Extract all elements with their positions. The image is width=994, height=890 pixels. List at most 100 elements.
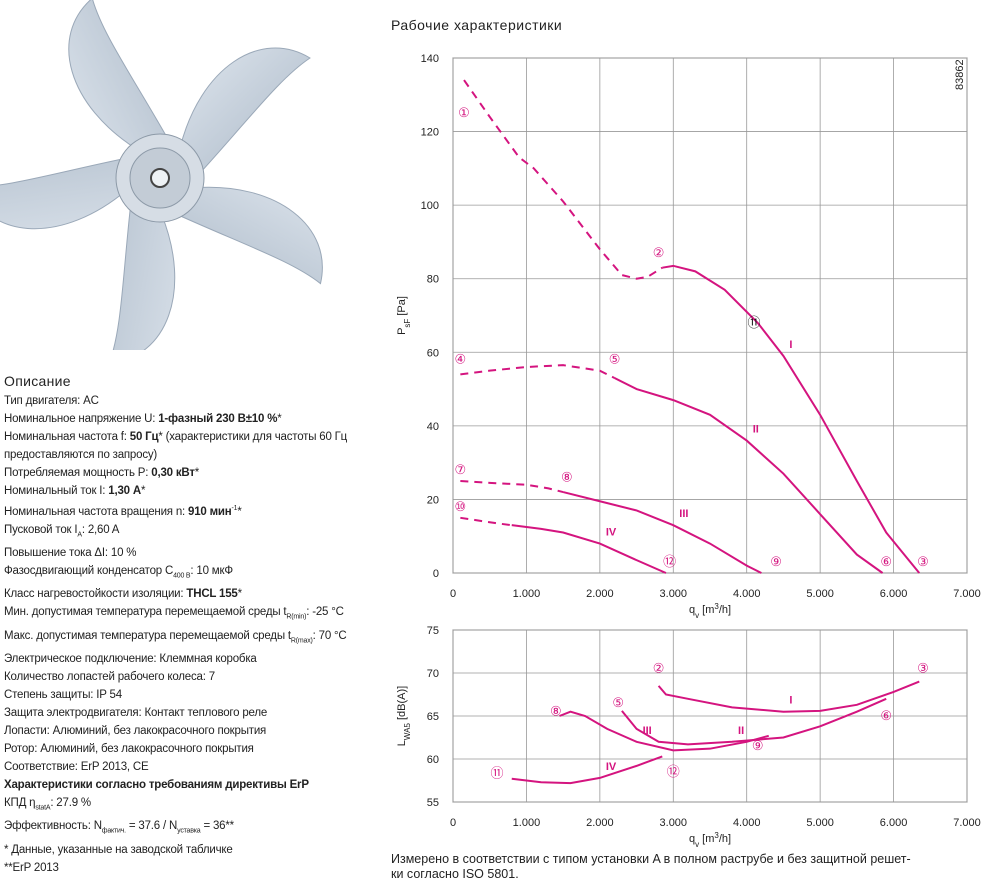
series-line xyxy=(460,516,512,527)
text-segment: Потребляемая мощность P: xyxy=(4,467,152,479)
text-segment: Тип двигателя: AC xyxy=(4,395,99,407)
text-segment: * xyxy=(237,505,242,518)
curve-marker: ⑤ xyxy=(612,695,624,710)
y-tick-label: 60 xyxy=(427,347,439,359)
text-segment: Эффективность: N xyxy=(4,820,102,833)
description: Описание Тип двигателя: AC Номинальное на… xyxy=(4,372,384,877)
text-segment: v xyxy=(695,611,699,620)
curve-marker: ⑦ xyxy=(455,462,467,477)
description-line: **ErP 2013 xyxy=(4,859,384,877)
y-tick-label: 120 xyxy=(421,127,439,139)
description-line: Пусковой ток IA: 2,60 A xyxy=(4,521,384,544)
series-label: IV xyxy=(606,527,617,539)
text-segment: * Данные, указанные на заводской табличк… xyxy=(4,843,233,856)
text-segment: 400 В xyxy=(173,572,191,580)
plot-frame xyxy=(452,57,968,574)
text-segment: q xyxy=(689,604,695,616)
curve-marker: ④ xyxy=(455,352,467,367)
text-segment: 910 мин xyxy=(188,505,232,518)
text-segment: /h] xyxy=(719,833,731,845)
curve-marker: ⑤ xyxy=(609,352,621,367)
text-segment: : 2,60 A xyxy=(81,523,120,536)
text-segment: Количество лопастей рабочего колеса: 7 xyxy=(4,671,215,684)
text-segment: Номинальное напряжение U: xyxy=(4,413,159,425)
text-segment: : 70 °C xyxy=(312,629,347,642)
text-segment: 3 xyxy=(714,831,719,840)
description-line: Лопасти: Алюминий, без лакокрасочного по… xyxy=(4,722,384,740)
text-segment: Соответствие: ErP 2013, CE xyxy=(4,761,149,774)
series-line xyxy=(621,697,887,746)
x-tick-label: 0 xyxy=(450,817,456,829)
curve-marker: ⑨ xyxy=(770,554,782,569)
series-label: IV xyxy=(606,761,617,773)
curve-marker: ⑫ xyxy=(667,764,680,779)
x-tick-label: 5.000 xyxy=(806,588,834,600)
text-segment: /h] xyxy=(719,604,731,616)
description-line: Номинальное напряжение U: 1-фазный 230 В… xyxy=(4,410,384,428)
description-line: Соответствие: ErP 2013, CE xyxy=(4,758,384,776)
x-tick-label: 5.000 xyxy=(806,817,834,829)
series-line xyxy=(662,264,921,574)
description-line: Электрическое подключение: Клеммная коро… xyxy=(4,650,384,668)
text-segment: фактич. xyxy=(101,827,126,835)
text-segment: -1 xyxy=(231,505,238,512)
x-tick-label: 2.000 xyxy=(586,588,614,600)
description-line: Повышение тока ΔI: 10 % xyxy=(4,544,384,562)
text-segment: Класс нагревостойкости изоляции: xyxy=(4,588,187,601)
description-line: Количество лопастей рабочего колеса: 7 xyxy=(4,668,384,686)
text-segment: WA5 xyxy=(403,723,412,741)
curve-marker: ① xyxy=(458,105,470,120)
description-heading: Описание xyxy=(4,373,71,389)
description-line: Номинальная частота вращения n: 910 мин-… xyxy=(4,500,384,521)
fan-image xyxy=(0,0,323,350)
x-tick-label: 4.000 xyxy=(733,588,761,600)
description-line: Макс. допустимая температура перемещаемо… xyxy=(4,627,384,650)
x-tick-label: 7.000 xyxy=(953,588,981,600)
text-segment: предоставляются по запросу) xyxy=(4,449,158,461)
text-segment: A xyxy=(77,531,82,539)
series-label: I xyxy=(789,339,792,351)
curve-marker: ③ xyxy=(917,661,929,676)
series-line xyxy=(460,364,615,379)
text-segment: v xyxy=(695,840,699,849)
text-segment: q xyxy=(689,833,695,845)
y-tick-label: 70 xyxy=(427,668,439,680)
text-segment: Фазосдвигающий конденсатор C xyxy=(4,565,174,578)
text-segment: Номинальная частота вращения n: xyxy=(4,505,189,518)
y-tick-label: 0 xyxy=(433,568,439,580)
text-segment: : 27.9 % xyxy=(50,797,91,810)
text-segment: sF xyxy=(403,319,412,328)
text-segment: Лопасти: Алюминий, без лакокрасочного по… xyxy=(4,725,267,738)
x-axis-label: qv [m3/h] xyxy=(689,831,731,849)
description-line: Класс нагревостойкости изоляции: THCL 15… xyxy=(4,585,384,603)
text-segment: : -25 °C xyxy=(306,606,344,619)
text-segment: = 36** xyxy=(200,820,234,833)
curve-marker: ③ xyxy=(917,554,929,569)
text-segment: * xyxy=(140,485,146,497)
text-segment: **ErP 2013 xyxy=(4,861,59,874)
series-line xyxy=(614,377,884,574)
series-line xyxy=(511,755,663,785)
drawing-code: 83862 xyxy=(954,59,966,90)
curve-marker: ⑧ xyxy=(550,704,562,719)
y-tick-label: 60 xyxy=(427,754,439,766)
y-tick-label: 80 xyxy=(427,274,439,286)
description-line: КПД ηstatA: 27.9 % xyxy=(4,794,384,817)
curve-marker: ⑧ xyxy=(561,469,573,484)
text-segment: R(min) xyxy=(286,613,307,621)
description-line: Мин. допустимая температура перемещаемой… xyxy=(4,603,384,626)
footnote: Измерено в соответствии с типом установк… xyxy=(391,852,991,882)
curve-marker: ② xyxy=(653,245,665,260)
footnote-line: ки согласно ISO 5801. xyxy=(391,867,519,881)
description-line: * Данные, указанные на заводской табличк… xyxy=(4,841,384,859)
text-segment: Номинальный ток I: xyxy=(4,485,109,497)
series-line xyxy=(460,480,564,494)
description-line: Эффективность: Nфактич. = 37.6 / Nуставк… xyxy=(4,817,384,840)
y-tick-label: 140 xyxy=(421,53,439,65)
text-segment: = 37.6 / N xyxy=(125,820,178,833)
text-segment: 50 Гц xyxy=(129,431,159,443)
text-segment: 1-фазный 230 В±10 % xyxy=(158,413,278,425)
text-segment: * xyxy=(277,413,282,425)
y-tick-label: 55 xyxy=(427,797,439,809)
